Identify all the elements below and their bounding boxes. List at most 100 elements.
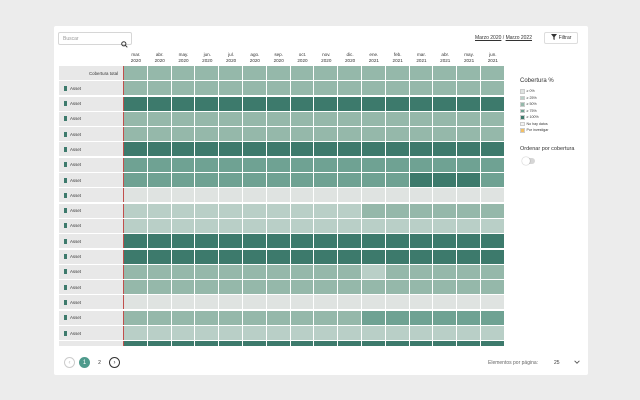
coverage-cell[interactable] — [314, 310, 338, 325]
coverage-cell[interactable] — [338, 218, 361, 233]
coverage-cell[interactable] — [290, 157, 314, 172]
coverage-cell[interactable] — [124, 280, 147, 295]
coverage-cell[interactable] — [242, 142, 266, 157]
coverage-cell[interactable] — [266, 203, 290, 218]
coverage-cell[interactable] — [147, 295, 171, 310]
coverage-cell[interactable] — [314, 295, 338, 310]
coverage-cell[interactable] — [409, 96, 433, 111]
asset-label[interactable]: Asset — [59, 218, 124, 233]
coverage-cell[interactable] — [242, 127, 266, 142]
coverage-cell[interactable] — [266, 264, 290, 279]
coverage-cell[interactable] — [385, 111, 409, 126]
coverage-cell[interactable] — [361, 81, 385, 96]
asset-label[interactable]: Asset — [59, 310, 124, 325]
page-2-button[interactable]: 2 — [98, 359, 101, 366]
coverage-cell[interactable] — [433, 203, 457, 218]
coverage-cell[interactable] — [171, 280, 195, 295]
coverage-cell[interactable] — [242, 264, 266, 279]
coverage-cell[interactable] — [433, 66, 457, 80]
coverage-cell[interactable] — [314, 111, 338, 126]
coverage-cell[interactable] — [195, 188, 219, 203]
coverage-cell[interactable] — [195, 81, 219, 96]
coverage-cell[interactable] — [480, 203, 504, 218]
coverage-cell[interactable] — [147, 173, 171, 188]
coverage-cell[interactable] — [147, 341, 171, 346]
coverage-cell[interactable] — [242, 66, 266, 80]
asset-label[interactable]: Asset — [59, 295, 124, 310]
coverage-cell[interactable] — [290, 142, 314, 157]
search-input[interactable] — [59, 33, 117, 44]
coverage-cell[interactable] — [195, 66, 219, 80]
coverage-cell[interactable] — [147, 280, 171, 295]
coverage-cell[interactable] — [147, 203, 171, 218]
coverage-cell[interactable] — [457, 127, 480, 142]
coverage-cell[interactable] — [480, 173, 504, 188]
coverage-cell[interactable] — [171, 127, 195, 142]
coverage-cell[interactable] — [433, 249, 457, 264]
coverage-cell[interactable] — [124, 173, 147, 188]
coverage-cell[interactable] — [219, 264, 242, 279]
coverage-cell[interactable] — [338, 111, 361, 126]
date-range-end-link[interactable]: Marzo 2022 — [505, 35, 532, 41]
coverage-cell[interactable] — [266, 341, 290, 346]
coverage-cell[interactable] — [457, 157, 480, 172]
coverage-cell[interactable] — [290, 66, 314, 80]
coverage-cell[interactable] — [409, 310, 433, 325]
coverage-cell[interactable] — [361, 310, 385, 325]
coverage-cell[interactable] — [266, 295, 290, 310]
coverage-cell[interactable] — [219, 295, 242, 310]
coverage-cell[interactable] — [266, 173, 290, 188]
coverage-cell[interactable] — [242, 203, 266, 218]
asset-label[interactable]: Asset — [59, 111, 124, 126]
coverage-cell[interactable] — [314, 218, 338, 233]
filter-button[interactable]: Filtrar — [544, 32, 578, 44]
coverage-cell[interactable] — [171, 264, 195, 279]
asset-label[interactable]: Asset — [59, 96, 124, 111]
coverage-cell[interactable] — [266, 234, 290, 249]
next-page-button[interactable]: › — [109, 357, 120, 368]
coverage-cell[interactable] — [314, 81, 338, 96]
coverage-cell[interactable] — [147, 111, 171, 126]
coverage-cell[interactable] — [385, 295, 409, 310]
coverage-cell[interactable] — [361, 341, 385, 346]
coverage-cell[interactable] — [457, 310, 480, 325]
coverage-cell[interactable] — [338, 173, 361, 188]
coverage-cell[interactable] — [195, 326, 219, 341]
coverage-cell[interactable] — [361, 295, 385, 310]
coverage-cell[interactable] — [457, 96, 480, 111]
coverage-cell[interactable] — [171, 173, 195, 188]
coverage-cell[interactable] — [385, 81, 409, 96]
coverage-cell[interactable] — [457, 173, 480, 188]
coverage-cell[interactable] — [171, 218, 195, 233]
coverage-cell[interactable] — [147, 188, 171, 203]
coverage-cell[interactable] — [385, 264, 409, 279]
coverage-cell[interactable] — [124, 264, 147, 279]
coverage-cell[interactable] — [314, 127, 338, 142]
coverage-cell[interactable] — [195, 111, 219, 126]
coverage-cell[interactable] — [480, 188, 504, 203]
coverage-cell[interactable] — [124, 66, 147, 80]
coverage-cell[interactable] — [219, 280, 242, 295]
coverage-cell[interactable] — [171, 157, 195, 172]
coverage-cell[interactable] — [338, 264, 361, 279]
coverage-cell[interactable] — [480, 157, 504, 172]
coverage-cell[interactable] — [480, 280, 504, 295]
asset-label[interactable]: Asset — [59, 341, 124, 346]
coverage-cell[interactable] — [242, 188, 266, 203]
coverage-cell[interactable] — [361, 249, 385, 264]
coverage-cell[interactable] — [361, 157, 385, 172]
coverage-cell[interactable] — [290, 249, 314, 264]
coverage-cell[interactable] — [409, 188, 433, 203]
coverage-cell[interactable] — [433, 280, 457, 295]
coverage-cell[interactable] — [266, 66, 290, 80]
coverage-cell[interactable] — [147, 249, 171, 264]
asset-label[interactable]: Asset — [59, 234, 124, 249]
coverage-cell[interactable] — [409, 295, 433, 310]
asset-label[interactable]: Asset — [59, 280, 124, 295]
coverage-cell[interactable] — [290, 96, 314, 111]
coverage-cell[interactable] — [195, 218, 219, 233]
coverage-cell[interactable] — [242, 326, 266, 341]
coverage-cell[interactable] — [338, 234, 361, 249]
coverage-cell[interactable] — [219, 341, 242, 346]
coverage-cell[interactable] — [266, 188, 290, 203]
